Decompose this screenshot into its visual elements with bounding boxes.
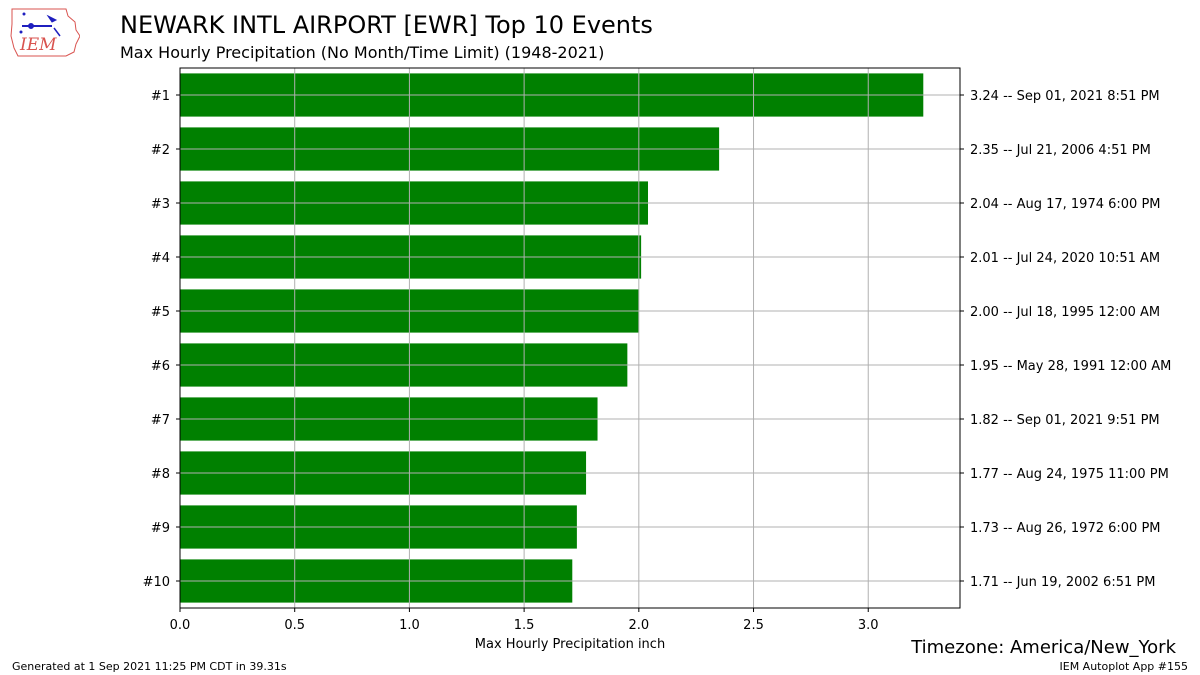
iem-logo: IEM xyxy=(10,8,80,57)
x-tick-label: 1.5 xyxy=(514,618,535,633)
category-label: #2 xyxy=(151,143,170,158)
value-date-label: 2.04 -- Aug 17, 1974 6:00 PM xyxy=(970,197,1161,212)
x-tick-label: 0.0 xyxy=(170,618,191,633)
logo-text: IEM xyxy=(19,35,57,55)
category-label: #4 xyxy=(151,251,170,266)
category-label: #8 xyxy=(151,467,170,482)
value-date-label: 1.73 -- Aug 26, 1972 6:00 PM xyxy=(970,521,1161,536)
category-label: #10 xyxy=(143,575,170,590)
category-label: #6 xyxy=(151,359,170,374)
x-tick-label: 2.5 xyxy=(743,618,764,633)
category-label: #5 xyxy=(151,305,170,320)
chart-subtitle: Max Hourly Precipitation (No Month/Time … xyxy=(120,43,605,62)
category-label: #7 xyxy=(151,413,170,428)
value-date-label: 1.71 -- Jun 19, 2002 6:51 PM xyxy=(970,575,1155,590)
x-axis-label: Max Hourly Precipitation inch xyxy=(475,637,665,652)
value-date-label: 2.01 -- Jul 24, 2020 10:51 AM xyxy=(970,251,1160,266)
x-tick-label: 1.0 xyxy=(399,618,420,633)
value-date-label: 1.95 -- May 28, 1991 12:00 AM xyxy=(970,359,1171,374)
generated-footer: Generated at 1 Sep 2021 11:25 PM CDT in … xyxy=(12,660,287,673)
category-label: #9 xyxy=(151,521,170,536)
x-tick-label: 2.0 xyxy=(628,618,649,633)
category-label: #3 xyxy=(151,197,170,212)
value-date-label: 1.77 -- Aug 24, 1975 11:00 PM xyxy=(970,467,1169,482)
value-date-label: 3.24 -- Sep 01, 2021 8:51 PM xyxy=(970,89,1160,104)
iowa-outline xyxy=(10,8,80,57)
timezone-label: Timezone: America/New_York xyxy=(911,637,1176,658)
weather-symbols-icon xyxy=(19,12,61,37)
x-tick-label: 0.5 xyxy=(284,618,305,633)
category-label: #1 xyxy=(151,89,170,104)
value-date-label: 2.00 -- Jul 18, 1995 12:00 AM xyxy=(970,305,1160,320)
value-date-label: 1.82 -- Sep 01, 2021 9:51 PM xyxy=(970,413,1160,428)
plot-frame xyxy=(179,67,961,609)
value-date-label: 2.35 -- Jul 21, 2006 4:51 PM xyxy=(970,143,1151,158)
app-footer: IEM Autoplot App #155 xyxy=(1059,660,1189,673)
chart-title: NEWARK INTL AIRPORT [EWR] Top 10 Events xyxy=(120,11,653,39)
x-tick-label: 3.0 xyxy=(858,618,879,633)
